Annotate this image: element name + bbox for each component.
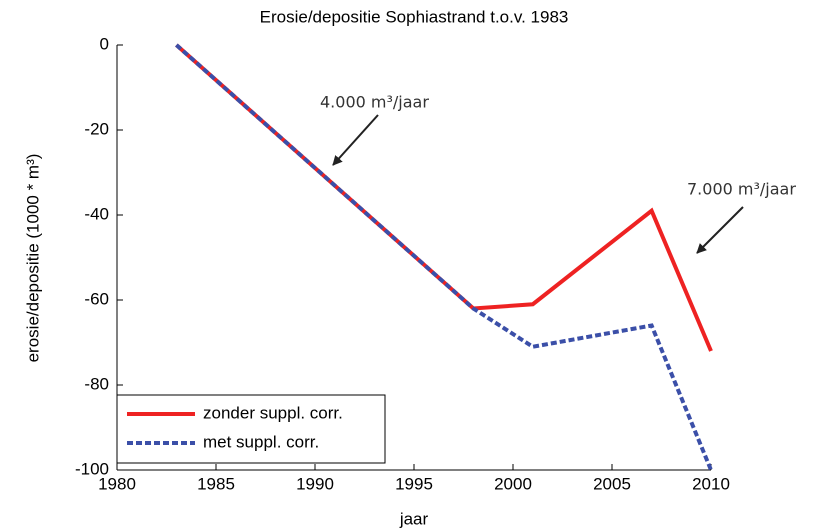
y-tick-label: -100 (75, 459, 109, 478)
y-tick-label: -20 (84, 119, 109, 138)
chart-title: Erosie/depositie Sophiastrand t.o.v. 198… (260, 7, 569, 26)
y-tick-label: 0 (100, 34, 109, 53)
y-axis-label: erosie/depositie (1000 * m³) (23, 154, 42, 363)
x-tick-label: 1980 (98, 474, 136, 493)
annotation: 4.000 m³/jaar (320, 93, 429, 112)
legend-box (116, 394, 386, 464)
x-tick-label: 2005 (593, 474, 631, 493)
x-tick-label: 1995 (395, 474, 433, 493)
legend-label: met suppl. corr. (203, 432, 319, 451)
x-tick-label: 2010 (692, 474, 730, 493)
line-series (175, 43, 713, 352)
y-tick-label: -40 (84, 204, 109, 223)
legend-label: zonder suppl. corr. (203, 403, 343, 422)
x-axis-label: jaar (399, 509, 429, 528)
x-tick-label: 2000 (494, 474, 532, 493)
y-tick-label: -60 (84, 289, 109, 308)
line-series (175, 43, 713, 471)
annotation: 7.000 m³/jaar (687, 180, 796, 199)
x-tick-label: 1990 (296, 474, 334, 493)
arrow (696, 206, 744, 254)
arrow (332, 114, 379, 166)
y-tick-label: -80 (84, 374, 109, 393)
x-tick-label: 1985 (197, 474, 235, 493)
